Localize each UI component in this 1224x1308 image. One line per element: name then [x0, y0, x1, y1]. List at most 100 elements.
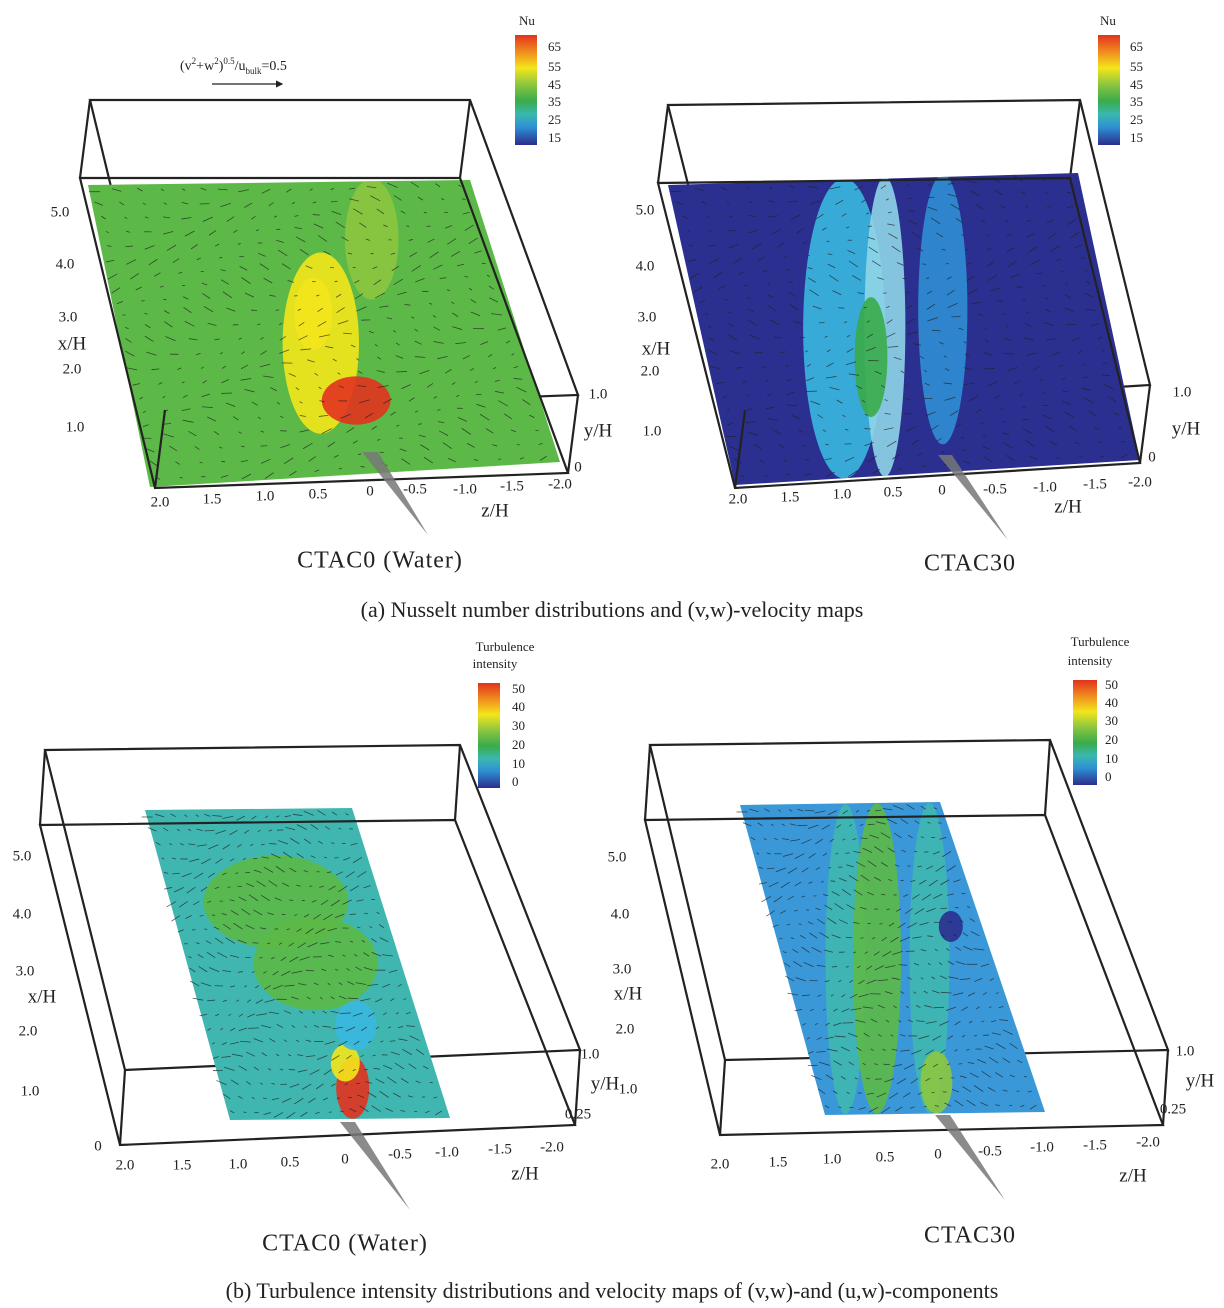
y-axis-label: y/H: [584, 420, 613, 441]
z-axis-label: z/H: [1054, 496, 1082, 517]
x-tick-label: 2.0: [63, 361, 82, 377]
y-tick-label: 1.0: [589, 386, 608, 402]
colorbar-tick-label: 20: [512, 737, 525, 752]
z-tick-label: 2.0: [711, 1156, 730, 1172]
z-tick-label: 0: [341, 1151, 349, 1167]
x-tick-label: 2.0: [641, 363, 660, 379]
x-tick-label: 3.0: [16, 963, 35, 979]
colorbar-tick-label: 65: [1130, 39, 1143, 54]
box-edge: [80, 100, 90, 178]
y-tick-label: 1.0: [1176, 1043, 1195, 1059]
y-axis-label: y/H: [591, 1073, 620, 1094]
colorbar-tick-label: 50: [512, 681, 525, 696]
vector: [390, 1041, 396, 1042]
colorbar-title: Nu: [1100, 13, 1116, 28]
panel: 5.04.03.02.01.0x/H1.00.25y/H2.01.51.00.5…: [608, 634, 1215, 1249]
colorbar-tick-label: 55: [548, 59, 561, 74]
colorbar-tick-label: 55: [1130, 59, 1143, 74]
z-tick-label: 1.5: [769, 1154, 788, 1170]
colorbar-tick-label: 35: [548, 94, 561, 109]
contour-region: [918, 174, 967, 444]
scale-label-part: 0.5: [223, 56, 235, 66]
z-tick-label: -2.0: [548, 476, 572, 492]
colorbar-tick-label: 25: [1130, 112, 1143, 127]
box-edge: [460, 100, 470, 178]
y-axis-label: y/H: [1172, 418, 1201, 439]
colorbar-tick-label: 65: [548, 39, 561, 54]
contour-region: [939, 911, 963, 942]
contour-region: [254, 917, 378, 1010]
panel: 5.04.03.02.01.0x/H1.00y/H2.01.51.00.50-0…: [51, 13, 613, 574]
colorbar-title: Turbulence: [1071, 634, 1130, 649]
contour-blobs: [803, 174, 967, 478]
colorbar-tick-label: 10: [512, 756, 525, 771]
vector: [1005, 221, 1008, 222]
z-tick-label: -0.5: [388, 1146, 412, 1162]
x-tick-label: 1.0: [619, 1081, 638, 1097]
colorbar-tick-label: 25: [548, 112, 561, 127]
vector: [1062, 391, 1068, 392]
x-tick-label: 4.0: [13, 906, 32, 922]
contour-region: [322, 376, 391, 424]
x-tick-label: 5.0: [636, 202, 655, 218]
y-tick-label: 0: [574, 459, 582, 475]
z-tick-label: -0.5: [978, 1143, 1002, 1159]
x-tick-label: 4.0: [611, 906, 630, 922]
box-edge: [720, 1060, 725, 1135]
vector: [324, 857, 327, 858]
z-tick-label: 0.5: [884, 484, 903, 500]
caption: (a) Nusselt number distributions and (v,…: [361, 597, 864, 622]
z-tick-label: 1.0: [823, 1151, 842, 1167]
x-tick-label: 5.0: [608, 849, 627, 865]
z-tick-label: 0.5: [281, 1154, 300, 1170]
vector: [330, 267, 334, 268]
colorbar-tick-label: 45: [1130, 77, 1143, 92]
x-axis-label: x/H: [28, 986, 57, 1007]
contour-region: [853, 804, 901, 1114]
z-tick-label: 2.0: [116, 1157, 135, 1173]
z-tick-label: 1.0: [256, 488, 275, 504]
panel: 5.04.03.02.01.0x/H1.00y/H2.01.51.00.50-0…: [636, 13, 1201, 577]
vector: [418, 424, 422, 425]
box-edge: [1070, 100, 1080, 178]
z-tick-label: 0.5: [876, 1149, 895, 1165]
z-tick-label: -1.0: [435, 1144, 459, 1160]
vector: [364, 1069, 368, 1070]
caption: (b) Turbulence intensity distributions a…: [226, 1278, 999, 1303]
colorbar-title: intensity: [473, 656, 518, 671]
z-tick-label: 1.0: [229, 1156, 248, 1172]
x-tick-label: 3.0: [638, 309, 657, 325]
x-tick-label: 1.0: [66, 419, 85, 435]
vector: [1003, 421, 1007, 422]
z-axis-label: z/H: [481, 500, 509, 521]
z-tick-label: -1.5: [500, 478, 524, 494]
colorbar-title: Turbulence: [476, 639, 535, 654]
box-edge: [40, 750, 45, 825]
contour-region: [335, 1001, 376, 1051]
box-edge: [645, 745, 650, 820]
z-tick-label: -1.5: [1083, 1137, 1107, 1153]
z-axis-label: z/H: [1119, 1165, 1147, 1186]
y-tick-label: 0.25: [1160, 1101, 1186, 1117]
z-tick-label: 1.5: [781, 489, 800, 505]
panel-label: CTAC0 (Water): [297, 548, 463, 574]
colorbar: [478, 683, 500, 788]
colorbar-title: Nu: [519, 13, 535, 28]
z-axis-label: z/H: [511, 1163, 539, 1184]
x-axis-label: x/H: [614, 983, 643, 1004]
z-tick-label: 1.5: [203, 491, 222, 507]
panel-label: CTAC30: [924, 1223, 1016, 1249]
x-tick-label: 5.0: [51, 204, 70, 220]
box-edge: [658, 105, 668, 183]
y-tick-label: 1.0: [581, 1046, 600, 1062]
vector: [881, 894, 885, 895]
z-tick-label: 2.0: [151, 494, 170, 510]
z-tick-label: 0: [934, 1146, 942, 1162]
scale-label-part: /u: [235, 59, 246, 74]
vector: [219, 257, 222, 258]
vector: [959, 1064, 963, 1065]
colorbar-tick-label: 45: [548, 77, 561, 92]
z-tick-label: -1.5: [488, 1141, 512, 1157]
vector: [289, 900, 293, 901]
panel: 5.04.03.02.01.00x/H1.00.25y/H2.01.51.00.…: [13, 639, 620, 1257]
